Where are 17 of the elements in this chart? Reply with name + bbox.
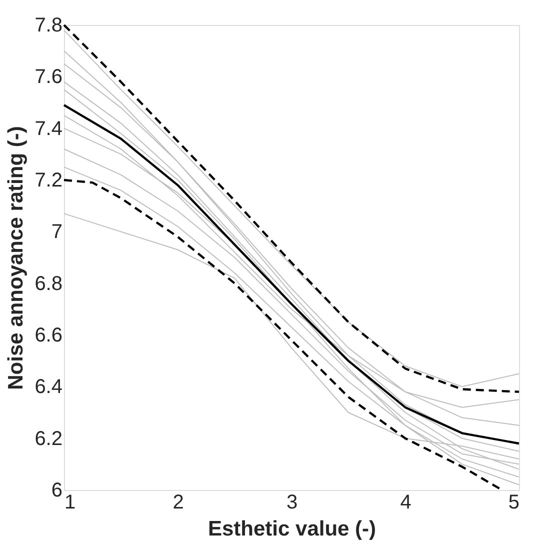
y-axis-title: Noise annoyance rating (-) [4, 126, 28, 390]
x-tick-label: 4 [400, 492, 412, 514]
y-tick-label: 7.6 [34, 66, 62, 88]
y-tick-label: 7.4 [34, 118, 62, 140]
y-tick-label: 6 [51, 480, 62, 502]
y-tick-label: 6.4 [34, 376, 62, 398]
y-tick-label: 7 [51, 221, 62, 244]
y-tick-label: 6.6 [34, 324, 62, 346]
x-tick-label: 2 [172, 492, 184, 514]
x-tick-label: 5 [508, 492, 520, 514]
y-tick-label: 6.2 [34, 428, 62, 450]
x-axis-title: Esthetic value (-) [208, 518, 376, 540]
y-tick-label: 6.8 [34, 272, 62, 295]
x-tick-label: 1 [64, 492, 76, 514]
y-tick-label: 7.8 [34, 14, 62, 36]
y-tick-label: 7.2 [34, 170, 62, 192]
x-tick-label: 3 [286, 492, 298, 514]
